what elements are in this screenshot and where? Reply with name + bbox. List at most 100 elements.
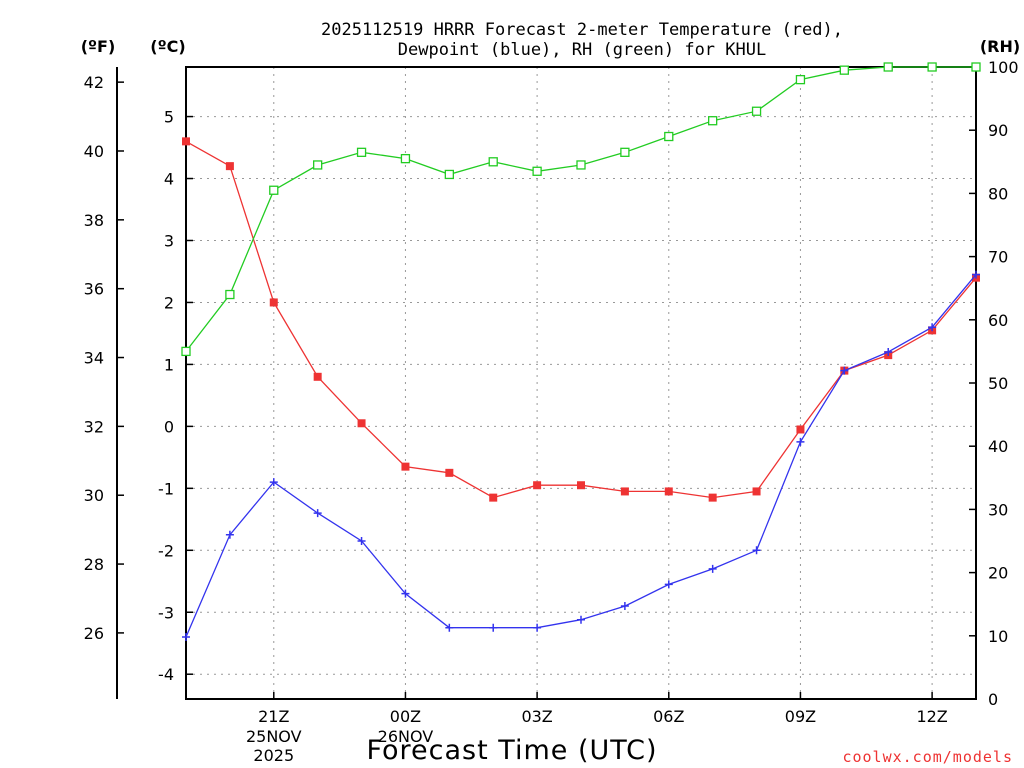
rh-point	[971, 62, 981, 72]
dewpoint-point	[972, 270, 980, 279]
dewpoint-point	[533, 623, 542, 632]
celsius-tick-label: 3	[164, 231, 174, 250]
dewpoint-point	[840, 366, 849, 375]
fahrenheit-tick-label: 34	[84, 349, 104, 368]
celsius-unit-label: (ºC)	[150, 37, 185, 56]
rh-point	[225, 289, 235, 300]
x-tick-label: 03Z	[521, 707, 552, 726]
celsius-tick-label: 2	[164, 293, 174, 312]
celsius-tick-label: -3	[158, 603, 174, 622]
dewpoint-point	[928, 323, 937, 332]
dewpoint-point	[445, 623, 454, 632]
rh-tick-label: 20	[988, 564, 1008, 583]
rh-point	[620, 147, 630, 157]
dewpoint-point	[489, 623, 498, 632]
dewpoint-point	[225, 530, 234, 539]
rh-point	[883, 62, 893, 72]
celsius-tick-label: -4	[158, 665, 174, 684]
rh-tick-label: 50	[988, 374, 1008, 393]
celsius-tick-label: 5	[164, 108, 174, 127]
rh-tick-label: 40	[988, 437, 1008, 456]
rh-point	[927, 62, 937, 72]
series-temperature	[182, 137, 980, 502]
rh-tick-label: 100	[988, 58, 1019, 77]
dewpoint-point	[269, 478, 278, 487]
credit-label: coolwx.com/models	[842, 748, 1013, 766]
x-tick-date: 26NOV	[378, 727, 434, 746]
x-tick-date: 25NOV	[246, 727, 302, 746]
fahrenheit-tick-label: 26	[84, 624, 104, 643]
dewpoint-point	[752, 546, 761, 555]
rh-tick-label: 90	[988, 121, 1008, 140]
chart-title-line-1: 2025112519 HRRR Forecast 2-meter Tempera…	[321, 20, 843, 40]
dewpoint-point	[577, 615, 585, 624]
temperature-point	[796, 425, 805, 434]
fahrenheit-tick-label: 28	[84, 555, 104, 574]
rh-point	[751, 106, 762, 116]
rh-tick-label: 80	[988, 184, 1008, 203]
rh-point	[400, 153, 411, 164]
dewpoint-point	[664, 580, 673, 589]
x-tick-label: 09Z	[785, 707, 816, 726]
x-tick-label: 00Z	[390, 707, 421, 726]
axes	[116, 66, 977, 700]
series-rh	[181, 62, 981, 357]
temperature-point	[577, 481, 585, 490]
temperature-point	[708, 493, 717, 502]
rh-point	[356, 147, 367, 157]
temperature-point	[533, 481, 542, 490]
rh-unit-label: (RH)	[980, 37, 1020, 56]
celsius-tick-label: 0	[164, 417, 174, 436]
x-tick-year: 2025	[253, 746, 294, 765]
fahrenheit-unit-label: (ºF)	[81, 37, 116, 56]
temperature-point	[225, 162, 234, 171]
temperature-point	[489, 493, 498, 502]
temperature-point	[182, 137, 190, 146]
dewpoint-point	[313, 509, 322, 518]
temperature-point	[401, 462, 410, 471]
rh-point	[313, 160, 323, 170]
temperature-point	[357, 419, 366, 428]
chart-title-line-2: Dewpoint (blue), RH (green) for KHUL	[398, 40, 766, 60]
temperature-point	[620, 487, 629, 496]
rh-point	[181, 346, 191, 357]
dewpoint-point	[401, 589, 410, 598]
dewpoint-point	[796, 437, 805, 446]
fahrenheit-tick-label: 38	[84, 211, 104, 230]
rh-point	[795, 74, 806, 85]
celsius-tick-label: 4	[164, 170, 174, 189]
celsius-tick-label: -1	[158, 479, 174, 498]
rh-point	[444, 169, 454, 180]
fahrenheit-tick-label: 42	[84, 73, 104, 92]
celsius-tick-label: -2	[158, 541, 174, 560]
x-tick-label: 12Z	[916, 707, 947, 726]
x-tick-label: 21Z	[258, 707, 289, 726]
rh-tick-label: 10	[988, 627, 1008, 646]
fahrenheit-tick-label: 36	[84, 280, 104, 299]
rh-tick-label: 0	[988, 690, 998, 709]
rh-point	[664, 131, 674, 142]
temperature-point	[445, 468, 454, 477]
rh-tick-label: 70	[988, 248, 1008, 267]
temperature-point	[313, 372, 322, 381]
rh-point	[708, 116, 718, 126]
x-axis-label: Forecast Time (UTC)	[366, 735, 657, 766]
rh-tick-label: 60	[988, 311, 1008, 330]
rh-point	[576, 160, 586, 170]
dewpoint-point	[620, 602, 629, 611]
dewpoint-line	[185, 274, 977, 638]
series-dewpoint	[182, 270, 980, 642]
axis-ticks: 262830323436384042-4-3-2-101234501020304…	[84, 58, 1019, 765]
temperature-point	[269, 298, 278, 307]
dewpoint-point	[884, 348, 893, 357]
dewpoint-point	[357, 537, 366, 545]
rh-point	[269, 185, 279, 195]
fahrenheit-tick-label: 32	[84, 417, 104, 436]
fahrenheit-tick-label: 40	[84, 142, 104, 161]
temperature-point	[752, 487, 761, 496]
x-tick-label: 06Z	[653, 707, 684, 726]
fahrenheit-tick-label: 30	[84, 486, 104, 505]
rh-tick-label: 30	[988, 500, 1008, 519]
dewpoint-point	[708, 564, 717, 573]
